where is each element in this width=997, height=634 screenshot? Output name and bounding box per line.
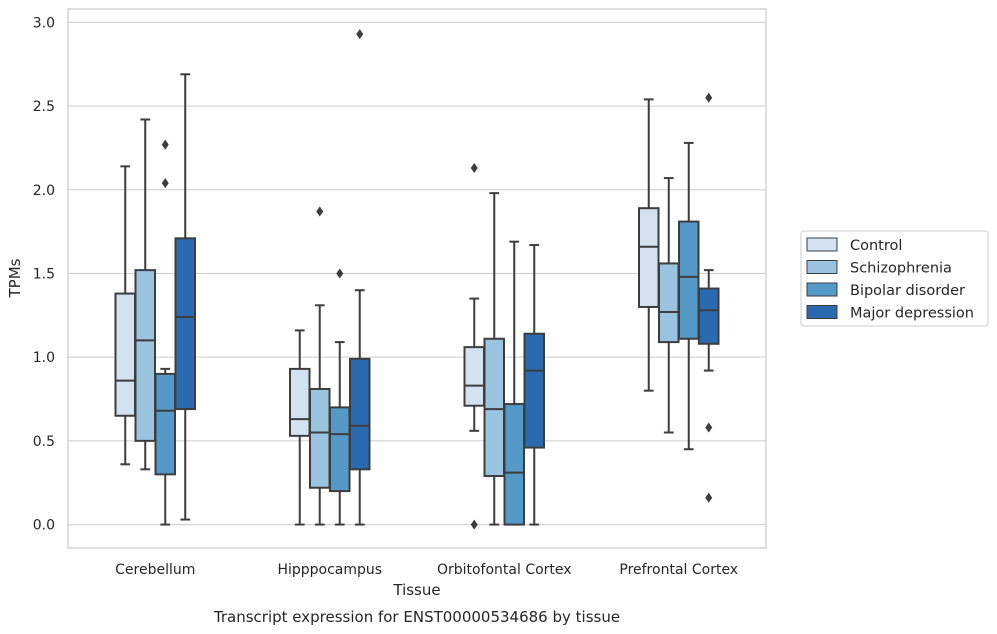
y-tick-label: 2.5	[33, 99, 55, 115]
outlier-point	[705, 422, 713, 433]
legend-frame	[800, 230, 989, 327]
plot-area-frame	[67, 8, 767, 549]
box-2-2	[503, 240, 525, 526]
y-tick-label: 0.0	[33, 518, 55, 534]
box-body	[154, 372, 176, 476]
outlier-point	[336, 268, 344, 279]
x-tick-label: Orbitofontal Cortex	[437, 562, 572, 578]
box-body	[503, 403, 525, 526]
outlier-point	[705, 92, 713, 103]
box-body	[678, 220, 700, 340]
box-3-2	[523, 244, 545, 526]
box-series	[114, 29, 720, 530]
box-0-3	[638, 98, 660, 392]
y-tick-label: 0.5	[33, 434, 55, 450]
y-tick-label: 1.0	[33, 350, 55, 366]
x-tick-label: Prefrontal Cortex	[619, 562, 738, 578]
box-body	[638, 207, 660, 308]
x-tick-labels: Cerebellum Hipppocampus Orbitofontal Corte…	[115, 562, 738, 578]
box-2-1	[329, 268, 351, 526]
outlier-point	[316, 206, 324, 217]
box-body	[114, 292, 136, 417]
y-tick-labels: 0.0 0.5 1.0 1.5 2.0 2.5 3.0	[33, 15, 55, 533]
legend: Control Schizophrenia Bipolar disorder Majo…	[800, 230, 989, 327]
legend-swatch	[806, 260, 838, 274]
box-body	[289, 367, 311, 437]
box-body	[698, 287, 720, 345]
box-1-2	[483, 192, 505, 526]
outlier-point	[161, 139, 169, 150]
legend-swatch	[806, 237, 838, 252]
box-2-3	[678, 141, 700, 451]
box-body	[349, 357, 371, 471]
box-3-0	[174, 73, 196, 521]
box-1-1	[309, 206, 331, 526]
box-body	[463, 346, 485, 407]
outlier-point	[161, 178, 169, 189]
y-axis-label: TPMs	[6, 258, 24, 298]
box-body	[174, 237, 196, 411]
box-0-2	[463, 163, 485, 530]
x-tick-label: Cerebellum	[115, 562, 195, 578]
legend-label: Bipolar disorder	[850, 283, 965, 299]
y-tick-label: 1.5	[33, 266, 55, 282]
x-axis-label: Tissue	[392, 581, 440, 599]
box-2-0	[154, 139, 176, 526]
legend-label: Control	[850, 238, 902, 254]
box-3-1	[349, 29, 371, 526]
box-1-0	[134, 118, 156, 471]
box-body	[329, 406, 351, 493]
outlier-point	[356, 29, 364, 40]
box-body	[309, 387, 331, 489]
box-body	[523, 332, 545, 449]
outlier-point	[470, 519, 478, 530]
box-0-0	[114, 165, 136, 466]
box-3-3	[698, 92, 720, 503]
legend-swatch	[806, 305, 838, 319]
box-0-1	[289, 329, 311, 526]
outlier-point	[470, 163, 478, 174]
box-1-3	[658, 177, 680, 434]
y-tick-label: 2.0	[33, 183, 55, 199]
x-tick-label: Hipppocampus	[277, 562, 382, 578]
legend-label: Schizophrenia	[850, 261, 952, 277]
legend-label: Major depression	[850, 306, 974, 322]
outlier-point	[705, 492, 713, 503]
chart-title: Transcript expression for ENST0000053468…	[213, 608, 620, 626]
legend-swatch	[806, 282, 838, 297]
box-body	[483, 337, 505, 478]
box-body	[658, 262, 680, 344]
box-body	[134, 269, 156, 442]
y-tick-label: 3.0	[33, 15, 55, 31]
